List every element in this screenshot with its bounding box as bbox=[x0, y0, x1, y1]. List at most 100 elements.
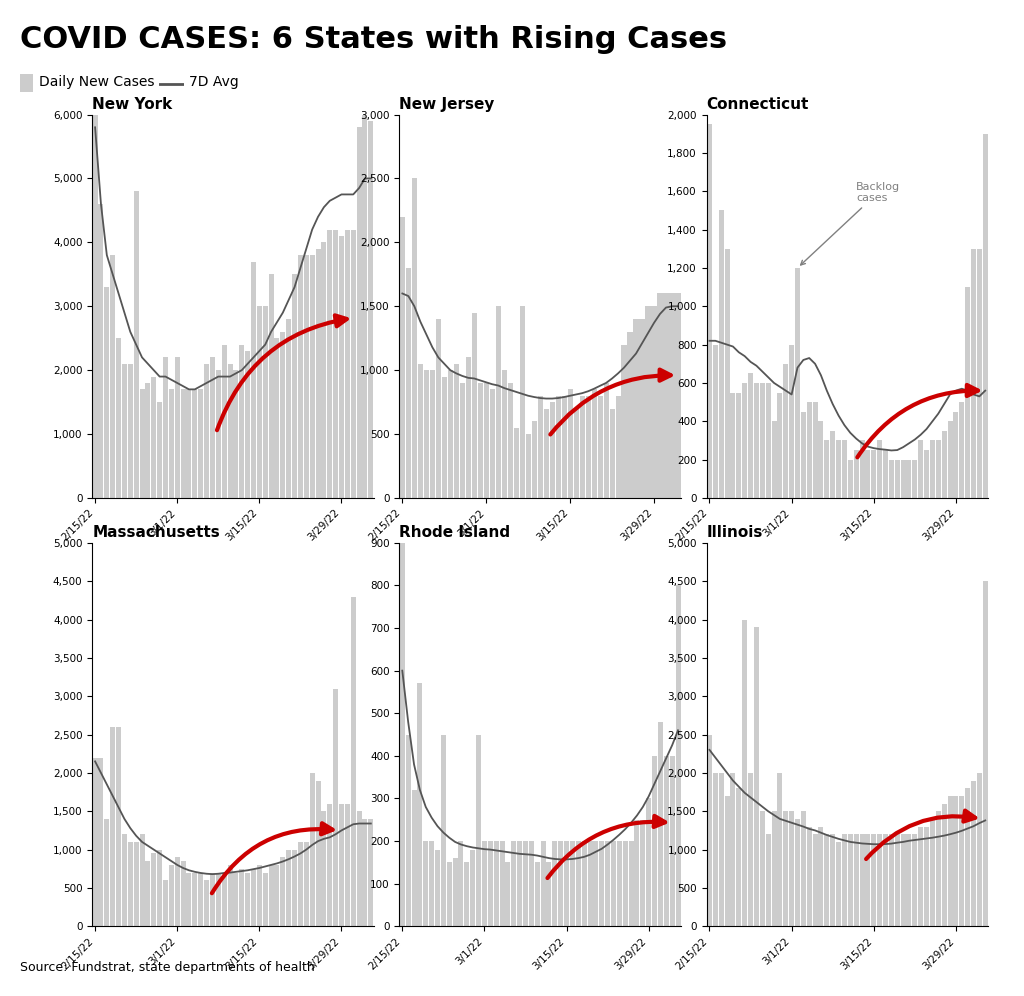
Bar bbox=[777, 392, 782, 498]
Bar bbox=[830, 431, 836, 498]
Bar bbox=[351, 230, 355, 498]
Bar bbox=[573, 408, 579, 498]
Bar bbox=[441, 376, 446, 498]
Bar bbox=[730, 392, 735, 498]
Bar bbox=[871, 450, 877, 498]
Bar bbox=[719, 210, 724, 498]
Bar bbox=[175, 858, 180, 926]
Bar bbox=[210, 358, 215, 498]
Bar bbox=[942, 431, 946, 498]
Bar bbox=[766, 835, 771, 926]
Bar bbox=[730, 773, 735, 926]
Bar bbox=[482, 841, 487, 926]
Bar bbox=[676, 294, 681, 498]
Bar bbox=[441, 735, 445, 926]
Bar bbox=[351, 597, 355, 926]
Bar bbox=[286, 319, 291, 498]
Bar bbox=[771, 811, 776, 926]
Bar bbox=[464, 863, 469, 926]
Bar bbox=[598, 395, 602, 498]
Bar bbox=[152, 376, 157, 498]
Bar bbox=[754, 627, 759, 926]
Bar bbox=[446, 863, 452, 926]
Bar bbox=[883, 835, 888, 926]
Bar bbox=[478, 383, 482, 498]
Bar bbox=[292, 274, 297, 498]
Bar bbox=[496, 307, 501, 498]
Bar bbox=[652, 756, 657, 926]
Bar bbox=[878, 440, 882, 498]
Bar bbox=[216, 872, 221, 926]
Bar bbox=[406, 735, 411, 926]
Bar bbox=[180, 389, 185, 498]
Bar bbox=[977, 773, 982, 926]
Bar bbox=[251, 869, 256, 926]
Bar bbox=[122, 835, 127, 926]
Bar bbox=[274, 865, 280, 926]
Bar bbox=[519, 307, 524, 498]
Bar bbox=[538, 395, 543, 498]
Bar bbox=[836, 842, 841, 926]
Bar bbox=[550, 402, 555, 498]
Bar bbox=[983, 133, 988, 498]
Bar bbox=[547, 863, 552, 926]
Bar bbox=[953, 796, 958, 926]
Bar bbox=[500, 841, 505, 926]
Text: COVID CASES: 6 States with Rising Cases: COVID CASES: 6 States with Rising Cases bbox=[20, 25, 728, 54]
Bar bbox=[670, 294, 675, 498]
Bar bbox=[588, 841, 593, 926]
Bar bbox=[322, 811, 327, 926]
Bar bbox=[924, 827, 929, 926]
Bar bbox=[204, 880, 209, 926]
Text: Source: Fundstrat, state departments of health: Source: Fundstrat, state departments of … bbox=[20, 961, 315, 974]
Bar bbox=[399, 543, 404, 926]
Bar bbox=[356, 127, 361, 498]
Bar bbox=[777, 773, 782, 926]
Bar bbox=[506, 863, 510, 926]
Bar bbox=[628, 332, 633, 498]
Bar bbox=[760, 382, 765, 498]
Bar bbox=[508, 383, 513, 498]
Bar bbox=[245, 872, 250, 926]
Bar bbox=[511, 841, 516, 926]
Bar bbox=[418, 364, 423, 498]
Bar bbox=[854, 450, 859, 498]
Bar bbox=[406, 268, 411, 498]
Bar bbox=[111, 255, 115, 498]
Bar bbox=[592, 389, 597, 498]
Bar bbox=[676, 586, 681, 926]
Bar bbox=[639, 319, 644, 498]
Bar bbox=[470, 850, 475, 926]
Bar bbox=[460, 383, 465, 498]
Bar bbox=[186, 872, 191, 926]
Bar bbox=[586, 395, 591, 498]
Bar bbox=[836, 440, 841, 498]
Bar bbox=[971, 781, 976, 926]
Bar bbox=[423, 841, 428, 926]
Bar bbox=[245, 351, 250, 498]
Bar bbox=[525, 434, 530, 498]
Bar bbox=[447, 371, 453, 498]
Bar bbox=[268, 274, 273, 498]
Bar bbox=[830, 835, 836, 926]
Bar bbox=[622, 345, 627, 498]
Bar bbox=[912, 835, 918, 926]
Bar bbox=[399, 217, 404, 498]
Bar bbox=[736, 788, 741, 926]
Bar bbox=[670, 756, 675, 926]
Bar bbox=[315, 249, 321, 498]
Bar bbox=[111, 727, 115, 926]
Bar bbox=[629, 841, 634, 926]
Bar bbox=[216, 371, 221, 498]
Bar bbox=[128, 364, 133, 498]
Bar bbox=[98, 204, 103, 498]
Bar bbox=[221, 872, 226, 926]
Bar bbox=[623, 841, 628, 926]
Bar bbox=[240, 345, 245, 498]
Bar bbox=[304, 255, 309, 498]
Bar bbox=[575, 841, 581, 926]
Bar bbox=[315, 781, 321, 926]
Bar bbox=[842, 835, 847, 926]
Bar bbox=[615, 395, 621, 498]
Bar bbox=[134, 191, 138, 498]
